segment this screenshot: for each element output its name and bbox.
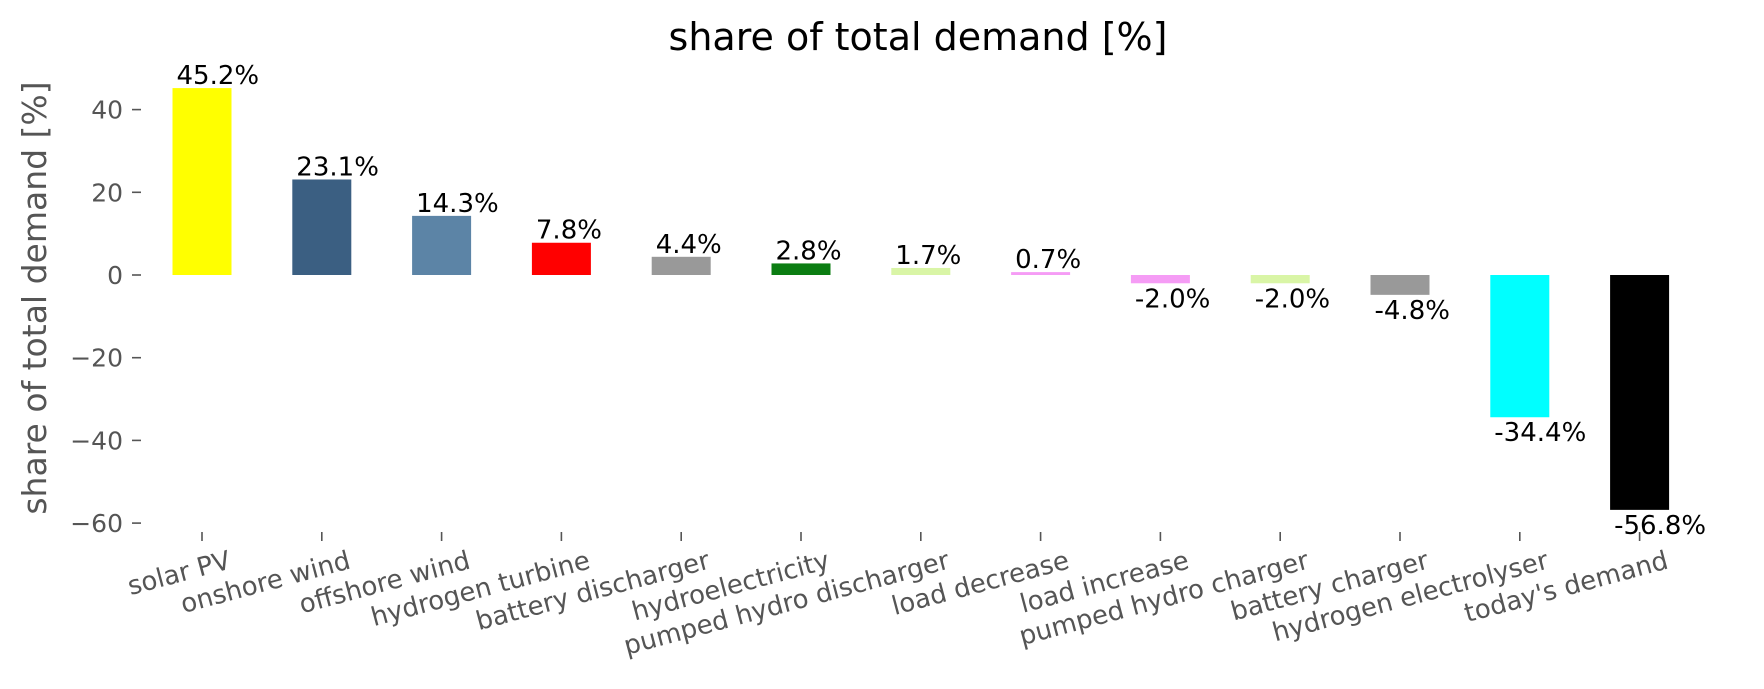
bar-today-s-demand <box>1610 275 1670 510</box>
bar-onshore-wind <box>292 179 352 275</box>
chart-title: share of total demand [%] <box>669 15 1168 59</box>
y-tick-label: −60 <box>70 509 123 538</box>
bar-battery-charger <box>1370 275 1430 295</box>
bar-load-increase <box>1130 275 1190 284</box>
data-label-today-s-demand: -56.8% <box>1614 511 1706 541</box>
bar-hydrogen-turbine <box>531 242 591 275</box>
data-label-solar-pv: 45.2% <box>177 61 260 91</box>
data-label-hydrogen-turbine: 7.8% <box>536 216 602 246</box>
data-label-offshore-wind: 14.3% <box>416 189 499 219</box>
bar-solar-pv <box>172 88 232 276</box>
y-tick-label: 20 <box>91 178 123 207</box>
bar-hydrogen-electrolyser <box>1490 275 1550 418</box>
data-label-load-decrease: 0.7% <box>1015 245 1081 275</box>
y-tick-label: 0 <box>107 261 123 290</box>
bar-load-decrease <box>1011 272 1071 275</box>
data-label-load-increase: -2.0% <box>1135 284 1210 314</box>
bar-pumped-hydro-discharger <box>891 267 951 275</box>
y-tick-label: 40 <box>91 96 123 125</box>
data-labels-group: 45.2% 23.1% 14.3% 7.8% 4.4% 2.8% 1.7% 0.7% -2.0%… <box>177 61 1707 541</box>
y-tick-label: −40 <box>70 426 123 455</box>
data-label-pumped-hydro-discharger: 1.7% <box>895 241 961 271</box>
data-label-pumped-hydro-charger: -2.0% <box>1255 284 1330 314</box>
data-label-hydroelectricity: 2.8% <box>776 236 842 266</box>
bar-pumped-hydro-charger <box>1250 275 1310 284</box>
data-label-onshore-wind: 23.1% <box>296 152 379 182</box>
y-axis-label: share of total demand [%] <box>15 81 54 514</box>
data-label-hydrogen-electrolyser: -34.4% <box>1494 418 1586 448</box>
bars-group <box>172 88 1670 510</box>
bar-offshore-wind <box>412 215 472 275</box>
data-label-battery-discharger: 4.4% <box>656 230 722 260</box>
bar-hydroelectricity <box>771 263 831 275</box>
y-axis: 40 20 0 −20 −40 −60 <box>70 96 141 538</box>
bar-battery-discharger <box>651 256 711 275</box>
data-label-battery-charger: -4.8% <box>1375 296 1450 326</box>
y-tick-label: −20 <box>70 344 123 373</box>
